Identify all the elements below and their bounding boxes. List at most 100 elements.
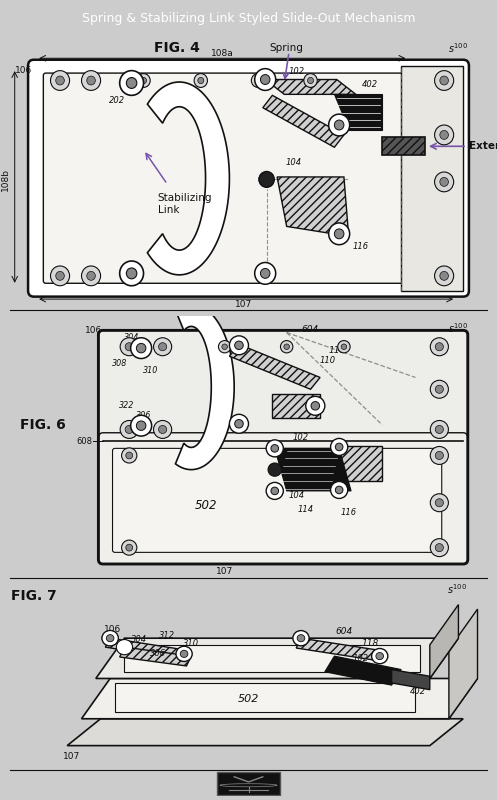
- Text: 304: 304: [124, 333, 139, 342]
- Circle shape: [106, 634, 114, 642]
- Text: 102: 102: [288, 67, 304, 76]
- Polygon shape: [115, 683, 415, 712]
- Circle shape: [271, 445, 278, 452]
- Circle shape: [331, 482, 348, 498]
- Text: Extender: Extender: [469, 142, 497, 151]
- Circle shape: [51, 70, 70, 90]
- Circle shape: [430, 380, 448, 398]
- Circle shape: [266, 440, 283, 457]
- Circle shape: [154, 338, 171, 356]
- Circle shape: [335, 486, 343, 494]
- Text: 108a: 108a: [211, 49, 234, 58]
- Circle shape: [87, 76, 95, 85]
- Circle shape: [376, 653, 384, 660]
- Polygon shape: [96, 638, 458, 678]
- Text: 402: 402: [362, 80, 378, 89]
- Circle shape: [131, 415, 152, 436]
- Circle shape: [329, 223, 350, 245]
- Text: 107: 107: [216, 566, 233, 576]
- Circle shape: [120, 338, 138, 356]
- Circle shape: [120, 70, 144, 95]
- Polygon shape: [325, 656, 401, 685]
- Circle shape: [120, 421, 138, 438]
- Polygon shape: [277, 177, 349, 236]
- Polygon shape: [275, 448, 351, 491]
- Text: 310: 310: [143, 366, 159, 375]
- Circle shape: [434, 266, 454, 286]
- Circle shape: [430, 421, 448, 438]
- Circle shape: [260, 74, 270, 85]
- Circle shape: [56, 76, 64, 85]
- Circle shape: [284, 344, 289, 350]
- Circle shape: [159, 342, 166, 350]
- Circle shape: [268, 463, 281, 476]
- Circle shape: [335, 443, 343, 450]
- Text: 102: 102: [352, 654, 369, 663]
- Circle shape: [87, 271, 95, 280]
- Bar: [218, 772, 279, 794]
- Circle shape: [334, 229, 344, 238]
- Circle shape: [126, 268, 137, 279]
- Text: 202: 202: [109, 96, 125, 105]
- FancyBboxPatch shape: [43, 73, 404, 283]
- Text: 106: 106: [15, 66, 32, 75]
- Text: 402: 402: [410, 687, 426, 697]
- Text: 604: 604: [302, 325, 319, 334]
- Circle shape: [125, 342, 133, 350]
- FancyBboxPatch shape: [99, 433, 467, 563]
- Text: 304: 304: [131, 634, 147, 643]
- Circle shape: [137, 74, 150, 87]
- Circle shape: [338, 341, 350, 353]
- Text: 102: 102: [293, 434, 309, 442]
- Circle shape: [435, 451, 443, 459]
- Polygon shape: [339, 446, 382, 482]
- Circle shape: [435, 543, 443, 552]
- Circle shape: [235, 341, 243, 350]
- Text: 306: 306: [136, 410, 151, 420]
- Circle shape: [430, 494, 448, 512]
- Bar: [401, 66, 463, 290]
- Text: 308: 308: [112, 358, 127, 368]
- Circle shape: [136, 343, 146, 353]
- Polygon shape: [430, 605, 458, 678]
- FancyBboxPatch shape: [28, 60, 469, 297]
- Circle shape: [120, 261, 144, 286]
- Text: 310: 310: [183, 639, 199, 648]
- Text: 107: 107: [63, 752, 81, 762]
- Text: 107: 107: [235, 299, 252, 309]
- Text: www.patentbolt.com: www.patentbolt.com: [325, 778, 440, 788]
- Bar: [382, 138, 425, 154]
- Circle shape: [260, 269, 270, 278]
- Circle shape: [308, 78, 314, 84]
- Circle shape: [255, 78, 261, 84]
- Polygon shape: [120, 647, 191, 666]
- Circle shape: [434, 70, 454, 90]
- Text: Spring & Stabilizing Link Styled Slide-Out Mechanism: Spring & Stabilizing Link Styled Slide-O…: [82, 12, 415, 25]
- Circle shape: [235, 419, 243, 428]
- Circle shape: [440, 178, 448, 186]
- Circle shape: [176, 646, 192, 662]
- FancyBboxPatch shape: [98, 330, 468, 564]
- Circle shape: [430, 338, 448, 356]
- Bar: [382, 138, 425, 154]
- Circle shape: [122, 540, 137, 555]
- Circle shape: [259, 171, 274, 187]
- Polygon shape: [265, 79, 356, 94]
- Circle shape: [435, 342, 443, 350]
- Text: 106: 106: [85, 326, 102, 334]
- Circle shape: [293, 630, 309, 646]
- Circle shape: [440, 76, 448, 85]
- Circle shape: [102, 630, 118, 646]
- Circle shape: [430, 538, 448, 557]
- Circle shape: [56, 271, 64, 280]
- Circle shape: [271, 487, 278, 494]
- Circle shape: [82, 70, 100, 90]
- Polygon shape: [67, 718, 463, 746]
- FancyBboxPatch shape: [99, 331, 467, 445]
- Text: 104: 104: [288, 491, 304, 500]
- Text: 306: 306: [150, 650, 166, 658]
- Text: 114: 114: [298, 506, 314, 514]
- FancyBboxPatch shape: [112, 448, 442, 552]
- Text: $\mathit{s}^{100}$: $\mathit{s}^{100}$: [447, 582, 468, 596]
- Circle shape: [266, 482, 283, 499]
